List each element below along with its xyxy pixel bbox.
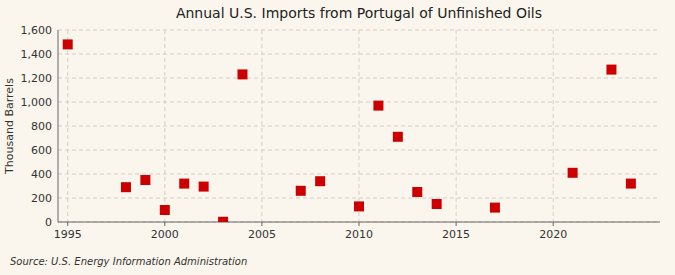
x-grid-line — [553, 30, 554, 222]
point — [179, 179, 189, 189]
x-tick — [67, 222, 68, 226]
chart: 1995 2000 2005 2010 2015 2020 0 200 400 600 800 1,0… — [0, 0, 675, 275]
y-tick-label: 200 — [31, 192, 52, 205]
x-tick — [553, 222, 554, 226]
x-tick-label: 1995 — [54, 228, 82, 241]
point — [199, 182, 209, 192]
point — [393, 132, 403, 142]
y-tick-label: 600 — [31, 144, 52, 157]
point — [373, 101, 383, 111]
x-tick-label: 2010 — [345, 228, 373, 241]
x-grid-line — [67, 30, 68, 222]
y-grid-line — [58, 78, 660, 79]
point — [606, 65, 616, 75]
x-grid-line — [456, 30, 457, 222]
point — [315, 176, 325, 186]
x-tick-label: 2000 — [151, 228, 179, 241]
y-tick-label: 1,000 — [21, 96, 53, 109]
x-grid-line — [359, 30, 360, 222]
title: Annual U.S. Imports from Portugal of Unf… — [176, 5, 542, 21]
y-tick-label: 400 — [31, 168, 52, 181]
y-axis-line — [58, 30, 59, 222]
y-tick-label: 800 — [31, 120, 52, 133]
background — [0, 0, 675, 275]
point — [237, 69, 247, 79]
point — [160, 205, 170, 215]
x-tick — [359, 222, 360, 226]
source-annotation: Source: U.S. Energy Information Administ… — [10, 256, 247, 267]
x-tick-label: 2020 — [539, 228, 567, 241]
x-tick-label: 2005 — [248, 228, 276, 241]
points — [63, 39, 636, 222]
x-tick — [261, 222, 262, 226]
x-tick — [456, 222, 457, 226]
y-axis-label: Thousand Barrels — [3, 78, 16, 175]
grid — [58, 30, 660, 222]
point — [412, 187, 422, 197]
point — [354, 201, 364, 211]
point — [63, 39, 73, 49]
x-grid-line — [164, 30, 165, 222]
point — [121, 182, 131, 192]
point — [140, 175, 150, 185]
y-grid-line — [58, 126, 660, 127]
point — [218, 217, 228, 222]
y-tick-label: 1,400 — [21, 48, 53, 61]
x-tick-label: 2015 — [442, 228, 470, 241]
point — [568, 168, 578, 178]
y-tick-label: 1,200 — [21, 72, 53, 85]
y-tick-label: 1,600 — [21, 24, 53, 37]
point — [296, 186, 306, 196]
x-grid-line — [261, 30, 262, 222]
y-tick-label: 0 — [45, 216, 52, 229]
point — [432, 199, 442, 209]
point — [626, 179, 636, 189]
x-tick — [164, 222, 165, 226]
point — [490, 203, 500, 213]
